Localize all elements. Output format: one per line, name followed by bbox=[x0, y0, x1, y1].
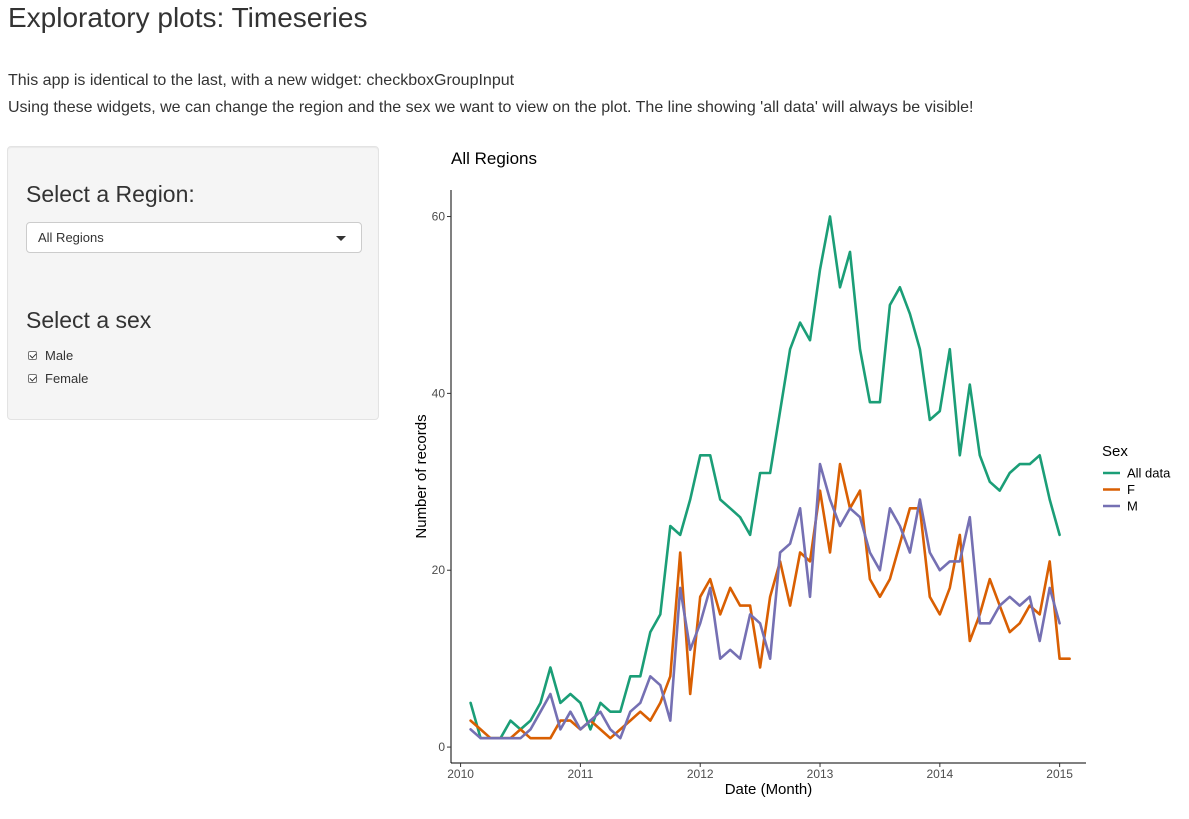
sidebar-panel: Select a Region: All Regions Select a se… bbox=[7, 146, 379, 420]
x-tick-label: 2012 bbox=[687, 767, 714, 781]
series-line-m bbox=[469, 462, 1061, 740]
y-tick-label: 0 bbox=[438, 740, 445, 754]
region-label: Select a Region: bbox=[26, 181, 195, 207]
x-tick-label: 2013 bbox=[807, 767, 834, 781]
y-tick-label: 20 bbox=[432, 563, 446, 577]
legend-label: All data bbox=[1127, 466, 1171, 481]
series-line-all-data bbox=[469, 215, 1061, 740]
region-select[interactable]: All Regions bbox=[26, 222, 362, 253]
x-tick-label: 2014 bbox=[926, 767, 953, 781]
legend-label: F bbox=[1127, 482, 1135, 497]
x-tick-label: 2011 bbox=[567, 767, 593, 781]
x-axis-label: Date (Month) bbox=[725, 781, 813, 798]
checkbox-female-label: Female bbox=[45, 371, 89, 386]
x-tick-label: 2015 bbox=[1046, 767, 1073, 781]
timeseries-chart: All Regions 0 20 40 60 2010 2011 2012 2013 2014 20… bbox=[413, 149, 1171, 798]
region-select-value: All Regions bbox=[38, 230, 104, 245]
sex-label: Select a sex bbox=[26, 307, 152, 333]
series-line-f bbox=[469, 462, 1071, 740]
y-axis-label: Number of records bbox=[413, 414, 430, 538]
intro-line-2: Using these widgets, we can change the r… bbox=[8, 99, 974, 116]
intro-line-1: This app is identical to the last, with … bbox=[8, 72, 515, 89]
checkbox-checked-icon[interactable] bbox=[28, 351, 37, 360]
checkbox-male[interactable]: Male bbox=[28, 348, 73, 363]
legend-title: Sex bbox=[1102, 443, 1128, 460]
checkbox-checked-icon[interactable] bbox=[28, 374, 37, 383]
checkbox-female[interactable]: Female bbox=[28, 371, 88, 386]
x-tick-label: 2010 bbox=[447, 767, 474, 781]
intro-text: This app is identical to the last, with … bbox=[8, 72, 973, 126]
y-tick-label: 60 bbox=[432, 210, 446, 224]
y-tick-label: 40 bbox=[432, 386, 446, 400]
page-title: Exploratory plots: Timeseries bbox=[8, 2, 368, 33]
caret-down-icon bbox=[336, 236, 346, 241]
chart-title: All Regions bbox=[451, 149, 537, 168]
checkbox-male-label: Male bbox=[45, 348, 74, 363]
legend-label: M bbox=[1127, 499, 1138, 514]
